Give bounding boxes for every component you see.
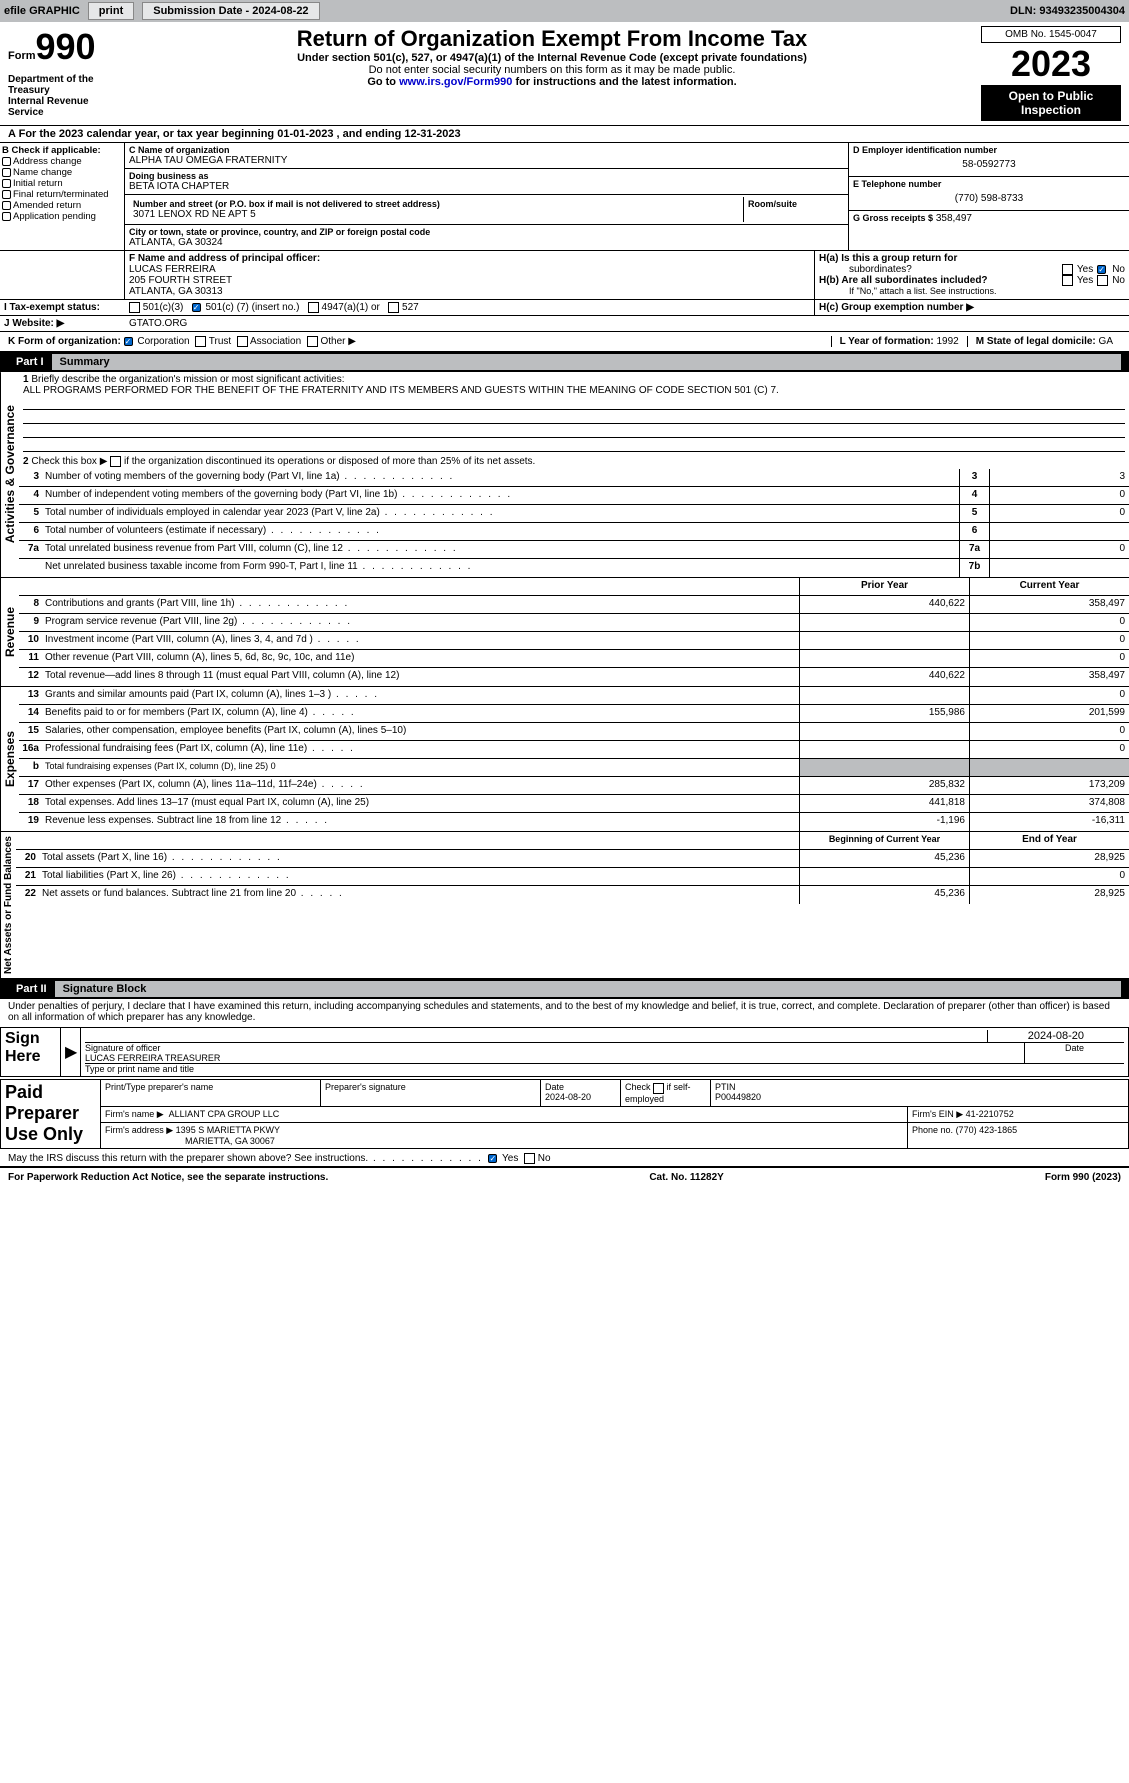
ptin: P00449820 (715, 1092, 761, 1102)
ha-no-checkbox[interactable] (1097, 265, 1106, 274)
irs-label: Internal Revenue Service (8, 96, 123, 118)
prior-year-header: Prior Year (799, 578, 969, 595)
sign-here-block: Sign Here ▶ 2024-08-20 Signature of offi… (0, 1027, 1129, 1077)
line-1: 1 Briefly describe the organization's mi… (19, 372, 1129, 454)
submission-date: Submission Date - 2024-08-22 (142, 2, 319, 20)
line-k-l-m: K Form of organization: Corporation Trus… (0, 332, 1129, 352)
section-h: H(a) Is this a group return for subordin… (814, 251, 1129, 299)
page-footer: For Paperwork Reduction Act Notice, see … (0, 1167, 1129, 1187)
form-subtitle-2: Do not enter social security numbers on … (127, 64, 977, 76)
l7a-value: 0 (989, 541, 1129, 558)
firm-address: 1395 S MARIETTA PKWY (176, 1125, 280, 1135)
gross-receipts: 358,497 (936, 213, 972, 224)
l3-value: 3 (989, 469, 1129, 486)
year-formation: L Year of formation: 1992 (831, 336, 967, 347)
top-bar: efile GRAPHIC print Submission Date - 20… (0, 0, 1129, 22)
revenue-label: Revenue (0, 578, 19, 686)
dln: DLN: 93493235004304 (1010, 5, 1125, 17)
print-button[interactable]: print (88, 2, 134, 20)
line-a: A For the 2023 calendar year, or tax yea… (0, 126, 1129, 143)
omb-number: OMB No. 1545-0047 (981, 26, 1121, 43)
part-2-header: Part IISignature Block (0, 979, 1129, 999)
form-title: Return of Organization Exempt From Incom… (127, 26, 977, 52)
expenses-label: Expenses (0, 687, 19, 831)
ein: 58-0592773 (853, 155, 1125, 174)
tax-year: 2023 (981, 43, 1121, 85)
dept-treasury: Department of the Treasury (8, 74, 123, 96)
tax-exempt-status: 501(c)(3) 501(c) (7) (insert no.) 4947(a… (125, 300, 814, 315)
header-right: OMB No. 1545-0047 2023 Open to Public In… (981, 26, 1121, 121)
preparer-date: 2024-08-20 (545, 1092, 591, 1102)
section-d-e-g: D Employer identification number58-05927… (849, 143, 1129, 250)
line-i-label: I Tax-exempt status: (0, 300, 125, 315)
form-link-line: Go to www.irs.gov/Form990 for instructio… (127, 76, 977, 88)
dba: BETA IOTA CHAPTER (129, 181, 844, 192)
sign-date: 2024-08-20 (987, 1030, 1124, 1042)
part-1-header: Part ISummary (0, 352, 1129, 372)
telephone: (770) 598-8733 (853, 189, 1125, 208)
street-address: 3071 LENOX RD NE APT 5 (133, 209, 739, 220)
perjury-statement: Under penalties of perjury, I declare th… (0, 999, 1129, 1025)
state-domicile: M State of legal domicile: GA (967, 336, 1121, 347)
section-f: F Name and address of principal officer:… (125, 251, 814, 299)
firm-ein: 41-2210752 (966, 1109, 1014, 1119)
city-state-zip: ATLANTA, GA 30324 (129, 237, 844, 248)
form-subtitle-1: Under section 501(c), 527, or 4947(a)(1)… (127, 52, 977, 64)
discuss-no-checkbox[interactable] (524, 1153, 535, 1164)
l7b-value (989, 559, 1129, 577)
activities-governance-label: Activities & Governance (0, 372, 19, 577)
line-j-label: J Website: ▶ (0, 316, 125, 331)
line-2: 2 Check this box ▶ if the organization d… (19, 454, 1129, 469)
firm-phone: (770) 423-1865 (956, 1125, 1018, 1135)
discuss-yes-checkbox[interactable] (488, 1154, 497, 1163)
officer-signature: LUCAS FERREIRA TREASURER (85, 1053, 220, 1063)
open-to-public: Open to Public Inspection (981, 85, 1121, 121)
ha-yes-checkbox[interactable] (1062, 264, 1073, 275)
paid-preparer-block: Paid Preparer Use Only Print/Type prepar… (0, 1079, 1129, 1148)
section-c: C Name of organizationALPHA TAU OMEGA FR… (125, 143, 849, 250)
irs-link[interactable]: www.irs.gov/Form990 (399, 76, 512, 88)
l6-value (989, 523, 1129, 540)
hb-no-checkbox[interactable] (1097, 275, 1108, 286)
l5-value: 0 (989, 505, 1129, 522)
firm-name: ALLIANT CPA GROUP LLC (169, 1109, 280, 1119)
l4-value: 0 (989, 487, 1129, 504)
form-header: Form990 Department of the Treasury Inter… (0, 22, 1129, 126)
form-number: Form990 Department of the Treasury Inter… (8, 26, 123, 121)
current-year-header: Current Year (969, 578, 1129, 595)
org-name: ALPHA TAU OMEGA FRATERNITY (129, 155, 844, 166)
section-b: B Check if applicable: Address change Na… (0, 143, 125, 250)
net-assets-label: Net Assets or Fund Balances (0, 832, 16, 978)
officer-name: LUCAS FERREIRA (129, 264, 810, 275)
section-hc: H(c) Group exemption number ▶ (814, 300, 1129, 315)
website: GTATO.ORG (125, 316, 1129, 331)
discuss-line: May the IRS discuss this return with the… (0, 1151, 1129, 1167)
hb-yes-checkbox[interactable] (1062, 275, 1073, 286)
form-title-block: Return of Organization Exempt From Incom… (127, 26, 977, 121)
efile-label: efile GRAPHIC (4, 5, 80, 17)
